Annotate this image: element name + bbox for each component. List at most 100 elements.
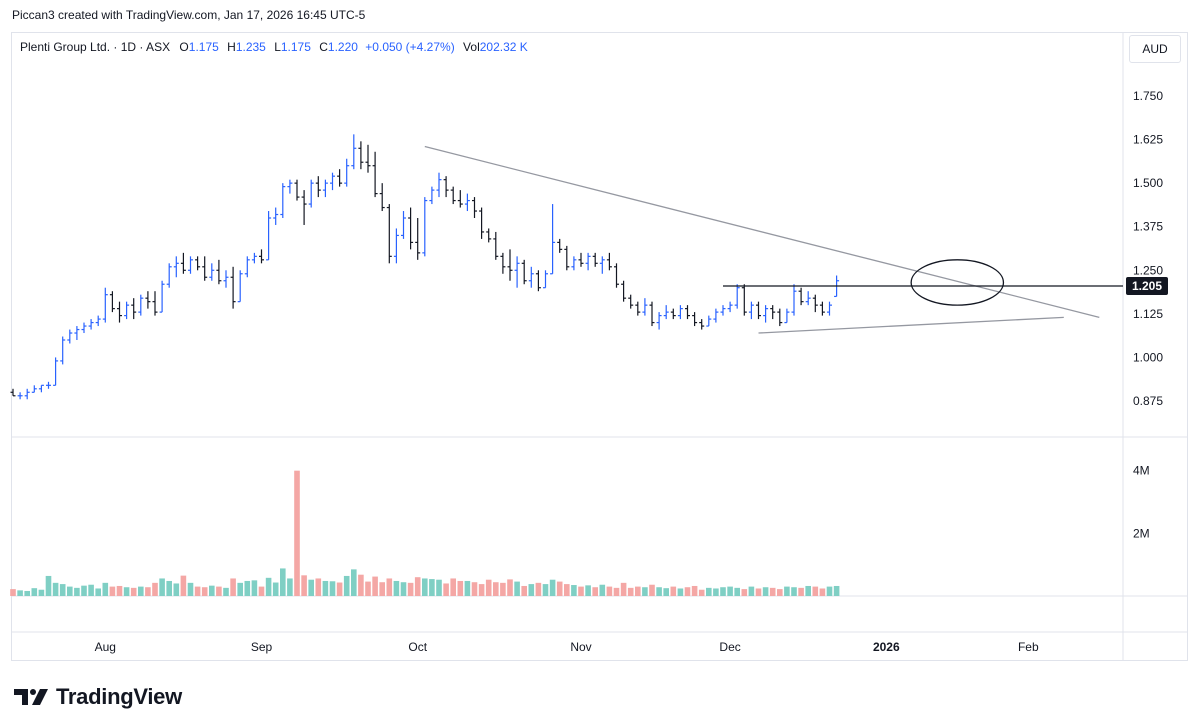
ohlc-bar <box>322 179 328 198</box>
trendline <box>424 145 1100 318</box>
volume-bar <box>280 568 286 596</box>
ohlc-bar <box>827 301 832 316</box>
ohlc-bar <box>53 357 59 386</box>
volume-bar <box>485 579 492 596</box>
volume-bar <box>635 586 641 596</box>
volume-bar <box>734 587 740 596</box>
volume-bar <box>201 587 208 596</box>
ohlc-bar <box>280 183 286 218</box>
volume-bar <box>656 587 662 596</box>
low-value: 1.175 <box>280 40 311 54</box>
volume-bar <box>187 582 194 596</box>
volume-bar <box>393 580 400 596</box>
symbol-name[interactable]: Plenti Group Ltd. · 1D · ASX <box>20 40 171 54</box>
volume-bar <box>287 578 293 596</box>
volume-bar <box>10 589 16 596</box>
ohlc-bar <box>124 301 130 320</box>
ohlc-bar <box>599 256 605 274</box>
volume-bar <box>663 588 669 596</box>
ohlc-bar <box>472 197 477 218</box>
ohlc-bar <box>195 256 201 271</box>
tradingview-wordmark: TradingView <box>56 684 182 709</box>
volume-bar <box>521 585 527 596</box>
ohlc-bar <box>365 144 371 173</box>
volume-bar <box>620 582 627 596</box>
ohlc-bar <box>777 308 783 327</box>
volume-bar <box>549 579 556 596</box>
ohlc-bar <box>145 291 151 309</box>
volume-bar <box>17 590 23 596</box>
ohlc-bar <box>706 315 712 327</box>
volume-bar <box>74 587 80 596</box>
ohlc-bar <box>216 259 222 285</box>
y-tick-label: 1.500 <box>1133 176 1163 190</box>
volume-bar <box>528 584 535 596</box>
last-price-label-bg <box>1126 276 1168 295</box>
ohlc-bar <box>571 256 577 271</box>
volume-value: 202.32 K <box>479 40 528 54</box>
currency-selector[interactable]: AUD <box>1129 35 1181 63</box>
ohlc-bar <box>614 263 619 288</box>
volume-bar <box>649 584 655 596</box>
ohlc-bar <box>415 218 421 260</box>
volume-bar <box>514 581 520 596</box>
volume-bar <box>812 586 819 596</box>
ohlc-bar <box>464 193 470 212</box>
ohlc-bar <box>259 249 264 264</box>
volume-bar <box>180 575 187 596</box>
open-label: O <box>179 40 189 54</box>
volume-bar <box>329 581 336 596</box>
ohlc-bar <box>436 172 442 198</box>
volume-bar <box>627 587 634 596</box>
brand-footer: TradingView <box>14 684 182 710</box>
volume-bar <box>613 587 620 596</box>
volume-bar <box>478 584 485 596</box>
volume-bar <box>748 586 755 596</box>
volume-bar <box>336 582 343 596</box>
ohlc-bar <box>663 305 669 320</box>
volume-bar <box>372 576 378 596</box>
ohlc-bar <box>266 211 272 261</box>
volume-bar <box>38 589 45 596</box>
volume-bar <box>564 584 570 596</box>
ohlc-bar <box>301 190 307 225</box>
y-tick-label: 1.125 <box>1133 307 1163 321</box>
y-tick-label: 1.750 <box>1133 89 1163 103</box>
volume-bar <box>833 585 840 596</box>
ohlc-bar <box>791 284 797 316</box>
ohlc-bar <box>251 252 257 264</box>
ohlc-bar <box>379 183 385 212</box>
x-tick-label: Dec <box>719 640 740 654</box>
volume-bar <box>379 582 385 596</box>
ohlc-bar <box>514 256 520 288</box>
volume-bar <box>209 585 215 596</box>
volume-bar <box>258 586 265 596</box>
ohlc-bar <box>535 270 541 292</box>
volume-bar <box>677 588 684 596</box>
ohlc-bar <box>67 329 73 344</box>
ohlc-bar <box>720 305 726 316</box>
close-value: 1.220 <box>327 40 358 54</box>
volume-label: Vol <box>463 40 480 54</box>
volume-bar <box>777 589 783 596</box>
ohlc-bar <box>180 252 186 274</box>
x-tick-label: Sep <box>251 640 273 654</box>
volume-bar <box>216 586 222 596</box>
ohlc-bar <box>308 179 314 208</box>
volume-bar <box>698 589 705 596</box>
volume-bar <box>81 585 87 596</box>
volume-tick-label: 2M <box>1133 526 1150 540</box>
ohlc-bar <box>117 301 122 323</box>
volume-bar <box>762 587 769 596</box>
volume-bar <box>24 590 30 596</box>
ohlc-bar <box>784 308 790 324</box>
volume-bar <box>194 586 201 596</box>
volume-bar <box>684 587 691 596</box>
ohlc-bar <box>401 211 406 239</box>
ohlc-bar <box>770 305 776 320</box>
ohlc-bar <box>812 294 818 313</box>
volume-bar <box>265 577 272 596</box>
ohlc-bar <box>209 263 215 281</box>
volume-bar <box>145 587 151 596</box>
